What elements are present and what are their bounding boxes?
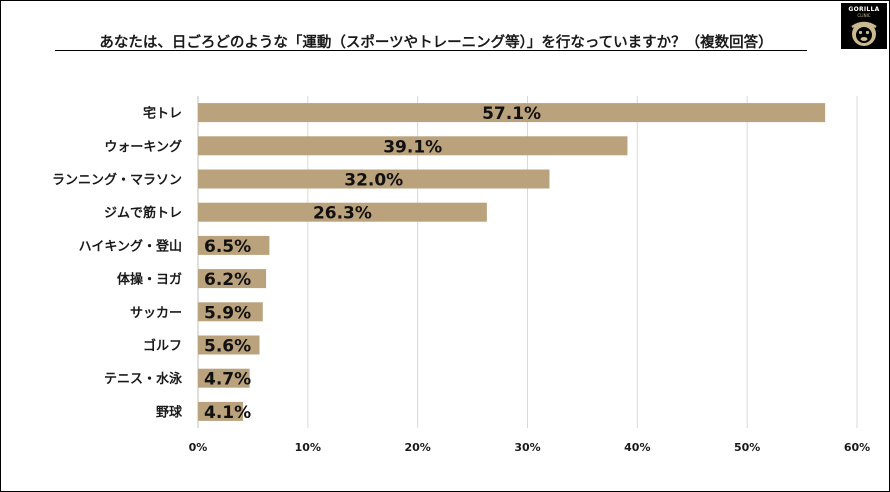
bar	[198, 302, 263, 322]
data-label: 6.2%	[204, 270, 251, 290]
category-label: ハイキング・登山	[79, 238, 182, 254]
gorilla-icon	[851, 21, 877, 46]
data-label: 32.0%	[344, 171, 403, 191]
category-label: ランニング・マラソン	[52, 172, 182, 188]
bar	[198, 103, 826, 123]
data-label: 26.3%	[313, 204, 372, 224]
category-label: 体操・ヨガ	[117, 272, 182, 288]
x-tick-label: 50%	[734, 441, 760, 454]
bars	[198, 103, 826, 421]
x-tick-label: 20%	[404, 441, 430, 454]
bar	[198, 401, 244, 421]
brand-logo: GORILLA CLINIC	[841, 3, 887, 49]
bar	[198, 202, 487, 222]
category-label: ウォーキング	[104, 139, 182, 155]
category-label: ゴルフ	[143, 338, 182, 354]
data-label: 5.6%	[204, 337, 251, 357]
bar	[198, 136, 628, 156]
bar	[198, 169, 550, 189]
bar	[198, 335, 260, 355]
data-label: 57.1%	[482, 104, 541, 124]
x-tick-label: 30%	[514, 441, 540, 454]
x-tick-label: 40%	[624, 441, 650, 454]
bar	[198, 368, 250, 388]
data-label: 6.5%	[204, 237, 251, 257]
x-tick-label: 60%	[844, 441, 870, 454]
logo-name: GORILLA	[848, 6, 880, 13]
title-underline	[55, 50, 807, 51]
x-tick-label: 0%	[189, 441, 208, 454]
labels: 0% 10% 20% 30% 40% 50% 60% 宅トレ 57.1% ウォーキング 39.1% ラ…	[52, 104, 870, 454]
logo-sub: CLINIC	[857, 13, 871, 18]
data-label: 4.7%	[204, 370, 251, 390]
category-label: サッカー	[130, 306, 182, 321]
data-label: 5.9%	[204, 303, 251, 323]
category-label: ジムで筋トレ	[104, 205, 182, 221]
category-label: 野球	[156, 404, 183, 420]
bar	[198, 235, 270, 255]
category-label: 宅トレ	[143, 106, 182, 122]
bar	[198, 269, 267, 289]
data-label: 4.1%	[204, 403, 251, 423]
chart-title: あなたは、日ごろどのような「運動（スポーツやトレーニング等）」を行なっていますか…	[99, 35, 773, 51]
x-tick-label: 10%	[295, 441, 321, 454]
category-label: テニス・水泳	[104, 371, 183, 387]
data-label: 39.1%	[383, 137, 442, 157]
